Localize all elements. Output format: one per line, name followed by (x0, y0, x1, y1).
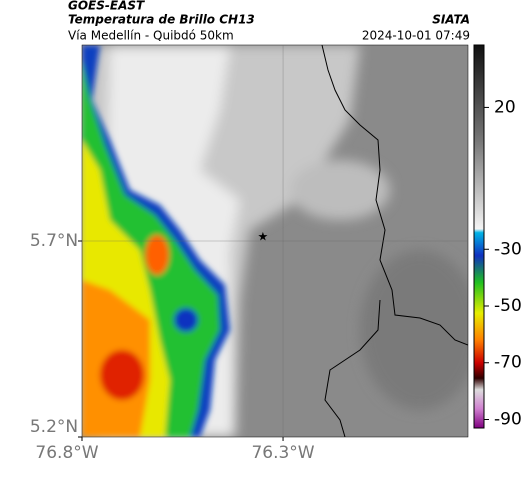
colorbar-label: -50 (494, 296, 522, 316)
lon-label: 76.8°W (35, 443, 98, 463)
title: Temperatura de Brillo CH13 (68, 13, 255, 27)
colorbar-label: -90 (494, 409, 522, 429)
lat-label: 5.2°N (30, 417, 78, 437)
borders (321, 45, 468, 437)
station-marker: ★ (258, 230, 269, 244)
colorbar (473, 44, 485, 429)
colorbar-label: 20 (494, 97, 516, 117)
datetime: 2024-10-01 07:49 (362, 29, 470, 43)
lat-label: 5.7°N (30, 231, 78, 251)
colorbar-label: -30 (494, 239, 522, 259)
subtitle: Vía Medellín - Quibdó 50km (68, 29, 234, 43)
lon-label: 76.3°W (251, 443, 314, 463)
source: GOES-EAST (68, 0, 145, 13)
colorbar-label: -70 (494, 353, 522, 373)
brand: SIATA (432, 13, 470, 27)
